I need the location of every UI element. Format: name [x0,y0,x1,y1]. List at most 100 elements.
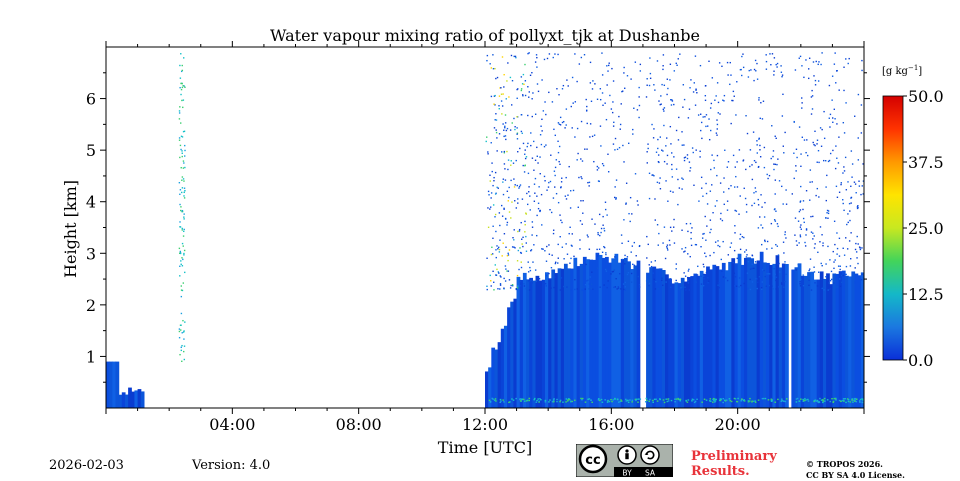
noise-pixel [489,63,491,65]
noise-pixel [837,162,840,164]
noise-pixel [654,89,656,91]
noise-pixel [671,99,673,101]
noise-pixel [800,278,802,281]
noise-pixel [805,229,808,231]
noise-pixel [677,203,679,206]
noise-pixel [564,195,567,197]
surface-pixel [761,397,764,400]
noise-pixel [514,55,517,58]
noise-pixel [552,269,554,272]
surface-pixel [508,401,510,404]
noise-pixel [539,156,541,158]
noise-pixel [511,285,514,287]
noise-pixel [645,96,648,98]
noise-pixel [183,130,186,133]
noise-pixel [597,255,599,257]
noise-pixel [572,189,575,192]
noise-pixel [815,194,817,197]
noise-pixel [833,261,835,263]
surface-pixel [539,398,541,400]
noise-pixel [541,130,543,132]
noise-pixel [565,124,567,126]
noise-pixel [509,129,512,131]
surface-pixel [723,399,726,401]
noise-pixel [820,278,823,281]
noise-pixel [842,199,844,201]
noise-pixel [531,234,533,236]
noise-pixel [775,243,777,246]
noise-pixel [859,278,861,280]
surface-pixel [807,398,809,401]
noise-pixel [836,253,838,255]
noise-pixel [842,202,844,205]
noise-pixel [490,285,492,287]
noise-pixel [607,171,610,173]
noise-pixel [859,286,861,289]
chart-title: Water vapour mixing ratio of pollyxt_tjk… [270,26,700,45]
heatmap-column [140,391,145,408]
noise-pixel [784,231,786,233]
noise-pixel [614,286,617,288]
noise-pixel [181,179,183,181]
noise-pixel [675,263,678,265]
noise-pixel [765,68,768,70]
surface-pixel [780,400,783,403]
surface-pixel [714,400,717,402]
noise-pixel [489,274,491,277]
noise-pixel [508,196,510,199]
surface-pixel [687,399,690,401]
noise-pixel [712,212,714,214]
surface-pixel [822,401,824,404]
noise-pixel [743,282,745,285]
noise-pixel [179,209,182,212]
noise-pixel [856,257,858,259]
noise-pixel [749,278,751,281]
surface-pixel [581,398,583,401]
heatmap-column [718,269,723,408]
noise-pixel [773,57,776,59]
noise-pixel [707,277,709,279]
noise-pixel [524,224,526,226]
noise-pixel [603,230,606,232]
noise-pixel [618,272,621,275]
surface-pixel [500,400,502,402]
noise-pixel [862,163,864,165]
noise-pixel [184,271,186,274]
noise-pixel [729,61,731,64]
surface-pixel [566,400,569,402]
noise-pixel [631,213,633,215]
noise-pixel [502,193,505,196]
noise-pixel [767,287,770,289]
noise-pixel [843,166,845,168]
surface-pixel [713,399,715,402]
noise-pixel [802,208,804,211]
noise-pixel [600,145,602,147]
noise-pixel [716,174,718,177]
noise-pixel [773,74,775,76]
noise-pixel [742,288,744,290]
surface-pixel [635,398,638,400]
noise-pixel [689,222,692,225]
noise-pixel [798,210,801,213]
noise-pixel [531,157,534,159]
y-tick-label: 3 [86,244,96,263]
noise-pixel [625,203,627,205]
noise-pixel [181,332,183,334]
noise-pixel [563,258,565,260]
noise-pixel [810,113,813,115]
surface-pixel [553,398,555,400]
noise-pixel [506,221,509,224]
noise-pixel [179,106,181,108]
noise-pixel [552,197,555,199]
surface-pixel [800,398,802,400]
surface-pixel [679,400,682,402]
heatmap-column [532,280,537,408]
surface-pixel [568,398,571,401]
noise-pixel [619,123,622,126]
heatmap-column [715,266,720,408]
noise-pixel [772,150,775,152]
noise-pixel [794,69,797,71]
noise-pixel [180,191,183,194]
noise-pixel [726,279,729,282]
noise-pixel [561,177,563,179]
